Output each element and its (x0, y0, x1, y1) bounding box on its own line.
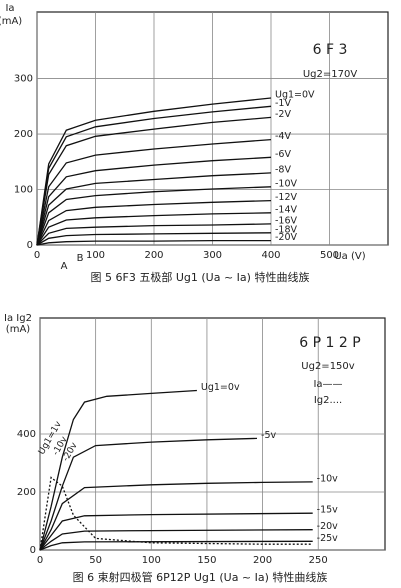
curve (39, 540, 313, 551)
curve (36, 172, 272, 246)
annotation: Ig2.... (314, 395, 342, 406)
curve-label: -15v (317, 505, 339, 516)
y-tick-label: 0 (27, 240, 33, 251)
x-axis-label: Ua (V) (334, 251, 365, 262)
curve (36, 223, 272, 246)
y-axis-unit: (mA) (6, 324, 30, 335)
curve (36, 97, 272, 246)
x-tick-label: 300 (203, 250, 222, 261)
annotation: Ug2=170V (303, 69, 357, 80)
caption: 图 6 束射四极管 6P12P Ug1 (Ua ~ Ia) 特性曲线族 (73, 570, 328, 584)
x-tick-label: 200 (253, 555, 272, 566)
curve (36, 105, 272, 246)
curve-label: Ug1=0v (201, 382, 240, 393)
curve (39, 389, 197, 551)
annotation: B (77, 253, 84, 264)
x-tick-label: 250 (309, 555, 328, 566)
annotation: 6 F 3 (313, 42, 348, 58)
x-tick-label: 100 (142, 555, 161, 566)
curve (36, 186, 272, 246)
curve-label: -2V (275, 109, 291, 120)
y-axis-label: Ia Ig2 (4, 313, 32, 324)
y-axis-label: Ia (5, 3, 14, 14)
curve-label: -12V (275, 192, 298, 203)
curve-label: -4V (275, 131, 291, 142)
curve (39, 481, 313, 551)
curve-label: -20v (317, 521, 339, 532)
annotation: A (61, 261, 68, 272)
curve (36, 212, 272, 246)
x-tick-label: 400 (261, 250, 280, 261)
y-axis-unit: (mA) (0, 16, 22, 27)
curve-label: -16V (275, 215, 298, 226)
annotation: Ug2=150v (301, 361, 354, 372)
x-tick-label: 0 (34, 250, 40, 261)
curve (39, 529, 313, 551)
curve-label: Ug1=0V (275, 89, 315, 100)
x-tick-label: 500 (320, 250, 339, 261)
curve-label: -5v (261, 430, 276, 441)
curve-label: -10v (317, 473, 339, 484)
curve (36, 116, 272, 246)
caption: 图 5 6F3 五极部 Ug1 (Ua ~ Ia) 特性曲线族 (91, 270, 310, 284)
y-tick-label: 0 (30, 545, 36, 556)
curve (36, 138, 272, 246)
curve-label: -14V (275, 204, 298, 215)
curve-label: -8V (275, 164, 291, 175)
x-tick-label: 100 (86, 250, 105, 261)
x-tick-label: 0 (37, 555, 43, 566)
x-tick-label: 200 (144, 250, 163, 261)
curve-label: -18V (275, 224, 298, 235)
x-tick-label: 50 (89, 555, 102, 566)
curve (36, 232, 272, 246)
curve-label: -20V (275, 232, 298, 243)
x-tick-label: 150 (197, 555, 216, 566)
y-tick-label: 200 (14, 129, 33, 140)
curve (36, 239, 271, 246)
curve-label: -10V (275, 178, 298, 189)
y-tick-label: 400 (17, 429, 36, 440)
curve-label: -1V (275, 98, 291, 109)
curve (39, 437, 258, 551)
annotation: Ia—— (313, 379, 342, 390)
y-tick-label: 100 (14, 185, 33, 196)
y-tick-label: 200 (17, 487, 36, 498)
curve-label: -25v (317, 533, 339, 544)
annotation: 6 P 1 2 P (299, 335, 360, 351)
curve-label: -6V (275, 149, 291, 160)
curve (39, 512, 313, 551)
y-tick-label: 300 (14, 74, 33, 85)
curve (36, 199, 272, 246)
curve (36, 156, 272, 246)
